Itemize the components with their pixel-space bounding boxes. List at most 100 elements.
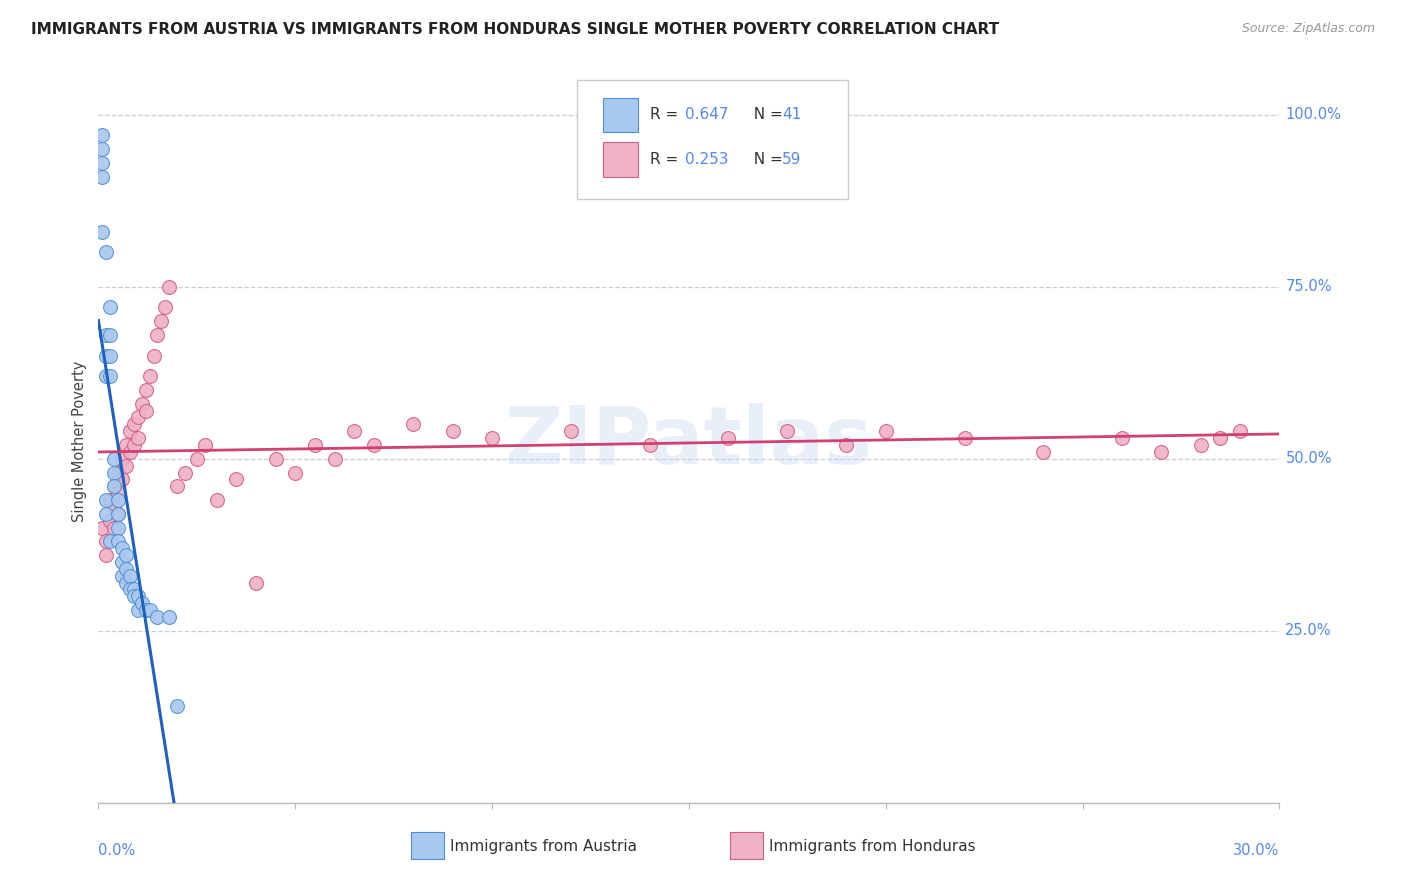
- Point: [205, 493, 228, 508]
- Point: [115, 458, 138, 473]
- Point: [638, 438, 661, 452]
- Text: 59: 59: [782, 153, 801, 168]
- Point: [96, 507, 118, 521]
- Point: [323, 451, 346, 466]
- Point: [115, 438, 138, 452]
- Point: [127, 590, 149, 604]
- Point: [835, 438, 858, 452]
- Point: [142, 349, 165, 363]
- FancyBboxPatch shape: [730, 831, 763, 859]
- Point: [481, 431, 503, 445]
- Point: [157, 279, 180, 293]
- Point: [96, 369, 118, 384]
- Point: [98, 349, 121, 363]
- Point: [118, 424, 141, 438]
- Text: R =: R =: [650, 153, 683, 168]
- Point: [107, 507, 129, 521]
- Point: [91, 520, 114, 534]
- Point: [103, 520, 125, 534]
- Point: [96, 534, 118, 549]
- Point: [96, 245, 118, 260]
- Point: [1209, 431, 1232, 445]
- Point: [98, 514, 121, 528]
- Text: 41: 41: [782, 107, 801, 122]
- Point: [135, 383, 157, 397]
- Point: [174, 466, 197, 480]
- Text: 50.0%: 50.0%: [1285, 451, 1331, 467]
- Point: [1150, 445, 1173, 459]
- Point: [194, 438, 217, 452]
- Point: [304, 438, 326, 452]
- Text: Source: ZipAtlas.com: Source: ZipAtlas.com: [1241, 22, 1375, 36]
- Text: 0.253: 0.253: [685, 153, 728, 168]
- Point: [776, 424, 799, 438]
- Point: [135, 403, 157, 417]
- Point: [115, 562, 138, 576]
- Point: [103, 466, 125, 480]
- Text: 100.0%: 100.0%: [1285, 107, 1341, 122]
- Point: [166, 699, 188, 714]
- Point: [127, 431, 149, 445]
- Text: N =: N =: [744, 153, 789, 168]
- FancyBboxPatch shape: [412, 831, 444, 859]
- Point: [96, 327, 118, 342]
- FancyBboxPatch shape: [603, 143, 638, 178]
- Point: [98, 369, 121, 384]
- Point: [122, 582, 145, 597]
- Point: [96, 493, 118, 508]
- Point: [245, 575, 267, 590]
- Text: Immigrants from Austria: Immigrants from Austria: [450, 838, 637, 854]
- Point: [157, 610, 180, 624]
- Text: 30.0%: 30.0%: [1233, 843, 1279, 857]
- Point: [131, 397, 153, 411]
- Point: [264, 451, 287, 466]
- Point: [875, 424, 897, 438]
- Text: 0.0%: 0.0%: [98, 843, 135, 857]
- Point: [98, 301, 121, 315]
- Point: [118, 445, 141, 459]
- Point: [225, 472, 247, 486]
- Point: [107, 520, 129, 534]
- Point: [111, 472, 134, 486]
- Point: [91, 156, 114, 170]
- Point: [118, 582, 141, 597]
- Point: [560, 424, 582, 438]
- Point: [122, 590, 145, 604]
- Point: [166, 479, 188, 493]
- Text: Immigrants from Honduras: Immigrants from Honduras: [769, 838, 976, 854]
- Point: [150, 314, 173, 328]
- Point: [111, 541, 134, 556]
- Point: [115, 575, 138, 590]
- Point: [91, 128, 114, 143]
- Point: [118, 568, 141, 582]
- Point: [107, 493, 129, 508]
- Point: [107, 534, 129, 549]
- Point: [91, 169, 114, 184]
- Point: [953, 431, 976, 445]
- Point: [111, 555, 134, 569]
- Point: [91, 142, 114, 156]
- Point: [122, 417, 145, 432]
- Point: [103, 500, 125, 514]
- Point: [122, 438, 145, 452]
- Point: [127, 603, 149, 617]
- Point: [131, 596, 153, 610]
- Point: [107, 486, 129, 500]
- Point: [1032, 445, 1054, 459]
- Point: [96, 349, 118, 363]
- Point: [717, 431, 740, 445]
- Text: R =: R =: [650, 107, 683, 122]
- Point: [107, 466, 129, 480]
- Point: [138, 603, 160, 617]
- Point: [135, 603, 157, 617]
- FancyBboxPatch shape: [603, 97, 638, 132]
- Point: [107, 507, 129, 521]
- Point: [155, 301, 177, 315]
- Point: [146, 610, 169, 624]
- Point: [91, 225, 114, 239]
- Point: [111, 568, 134, 582]
- Point: [1229, 424, 1251, 438]
- Point: [98, 327, 121, 342]
- Point: [186, 451, 208, 466]
- Y-axis label: Single Mother Poverty: Single Mother Poverty: [72, 361, 87, 522]
